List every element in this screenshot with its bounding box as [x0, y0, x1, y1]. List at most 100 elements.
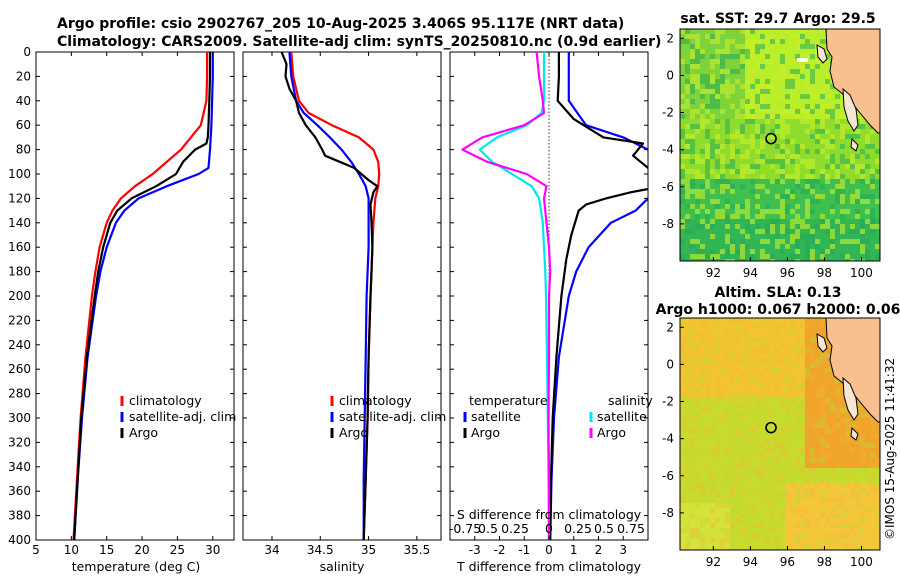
sst-cell — [680, 49, 686, 55]
sst-cell — [815, 99, 821, 105]
sst-cell — [750, 224, 756, 230]
sst-cell — [800, 89, 806, 95]
sla-cell — [685, 358, 691, 364]
sla-cell — [710, 433, 716, 439]
sla-cell — [770, 423, 776, 429]
sla-cell — [770, 393, 776, 399]
sst-cell — [820, 204, 826, 210]
sst-cell — [765, 174, 771, 180]
sst-cell — [790, 74, 796, 80]
sla-cell — [875, 438, 880, 444]
sla-cell — [710, 383, 716, 389]
sla-cell — [740, 363, 746, 369]
sla-cell — [875, 443, 880, 449]
sla-cell — [830, 418, 836, 424]
sla-cell — [715, 518, 721, 524]
sst-cell — [800, 249, 806, 255]
sla-cell — [710, 348, 716, 354]
sla-cell — [735, 413, 741, 419]
sla-cell — [695, 358, 701, 364]
sla-cell — [735, 458, 741, 464]
sst-cell — [875, 229, 880, 235]
sst-cell — [690, 74, 696, 80]
sst-cell — [775, 179, 781, 185]
sla-cell — [810, 498, 816, 504]
sla-cell — [705, 498, 711, 504]
sst-cell — [705, 34, 711, 40]
temp-ytick-label-2: 40 — [16, 94, 31, 108]
sla-cell — [785, 353, 791, 359]
sla-cell — [690, 383, 696, 389]
sla-cell — [750, 463, 756, 469]
sla-cell — [735, 323, 741, 329]
sla-cell — [875, 548, 880, 550]
sla-cell — [800, 423, 806, 429]
sla-cell — [760, 408, 766, 414]
sst-cell — [720, 74, 726, 80]
sst-cell — [710, 114, 716, 120]
sla-cell — [865, 518, 871, 524]
sla-cell — [870, 443, 876, 449]
sla-cell — [795, 483, 801, 489]
sla-cell — [810, 523, 816, 529]
sst-cell — [700, 44, 706, 50]
sla-cell — [765, 388, 771, 394]
sla-cell — [730, 338, 736, 344]
sst-cell — [760, 254, 766, 260]
sst-cell — [710, 64, 716, 70]
sla-cell — [780, 343, 786, 349]
sst-cell — [760, 199, 766, 205]
sst-cell — [775, 39, 781, 45]
sla-cell — [805, 418, 811, 424]
sst-cell — [725, 179, 731, 185]
sla-cell — [875, 498, 880, 504]
sst-cell — [870, 169, 876, 175]
sla-cell — [860, 533, 866, 539]
sst-cell — [815, 29, 821, 35]
sla-cell — [865, 453, 871, 459]
sla-cell — [790, 543, 796, 549]
sst-cell — [815, 259, 821, 261]
sst-cell — [765, 144, 771, 150]
sla-cell — [735, 423, 741, 429]
sla-cell — [745, 413, 751, 419]
sst-cell — [735, 194, 741, 200]
sla-cell — [820, 463, 826, 469]
sst-cell — [865, 189, 871, 195]
sst-cell — [785, 79, 791, 85]
sst-cell — [725, 144, 731, 150]
sla-cell — [680, 413, 686, 419]
sla-cell — [775, 503, 781, 509]
sla-cell — [850, 458, 856, 464]
sst-cell — [830, 109, 836, 115]
sst-cell — [805, 234, 811, 240]
sla-cell — [705, 373, 711, 379]
sla-cell — [690, 523, 696, 529]
sla-cell — [715, 523, 721, 529]
sst-cell — [740, 249, 746, 255]
sst-cell — [855, 249, 861, 255]
sla-cell — [775, 343, 781, 349]
sla-cell — [705, 408, 711, 414]
sst-cell — [800, 199, 806, 205]
sst-cell — [735, 54, 741, 60]
sla-cell — [760, 498, 766, 504]
sla-cell — [760, 468, 766, 474]
sst-cell — [755, 199, 761, 205]
sst-cell — [865, 159, 871, 165]
sla-cell — [830, 548, 836, 550]
sst-cell — [680, 159, 686, 165]
sla-cell — [745, 458, 751, 464]
sla-cell — [835, 533, 841, 539]
sst-cell — [835, 89, 841, 95]
sla-cell — [840, 503, 846, 509]
sst-cell — [685, 114, 691, 120]
sla-cell — [770, 408, 776, 414]
sst-cell — [865, 234, 871, 240]
sst-cell — [770, 209, 776, 215]
sst-cell — [755, 154, 761, 160]
sla-cell — [705, 523, 711, 529]
sst-cell — [750, 139, 756, 145]
sst-cell — [720, 104, 726, 110]
sst-cell — [825, 209, 831, 215]
